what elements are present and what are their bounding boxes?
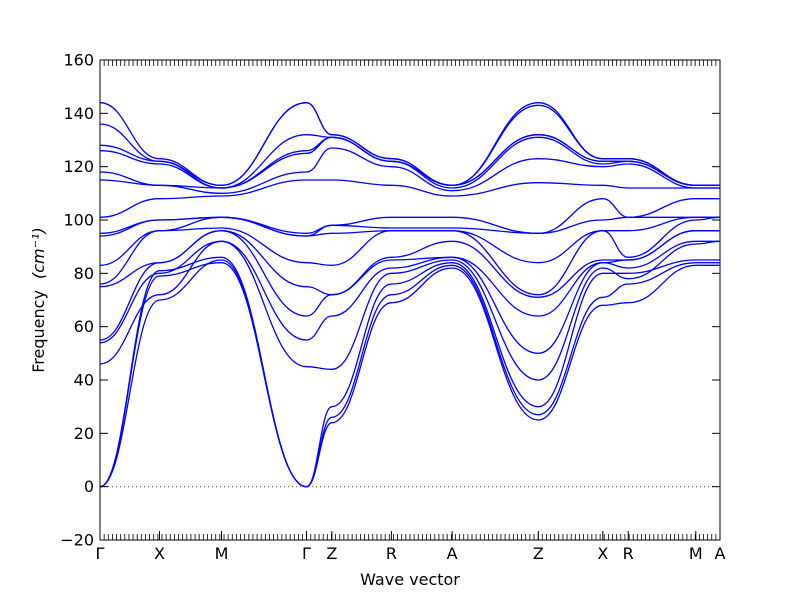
y-tick-label-80: 80 — [74, 264, 94, 283]
band-line-16 — [99, 134, 720, 189]
x-tick-label-7: A — [447, 544, 458, 563]
x-tick-label-5: Z — [326, 544, 337, 563]
y-tick-label-60: 60 — [74, 317, 94, 336]
band-line-11 — [99, 198, 720, 234]
y-tick-label--20: −20 — [60, 531, 94, 550]
y-tick-label-120: 120 — [63, 157, 94, 176]
x-axis-label: Wave vector — [360, 570, 460, 589]
x-tick-label-1: Γ — [96, 544, 105, 563]
x-tick-label-3: M — [215, 544, 229, 563]
y-axis-label-unit: (cm⁻¹) — [29, 227, 48, 279]
band-line-4 — [99, 240, 721, 381]
y-axis-label: Frequency (cm⁻¹) — [29, 227, 48, 372]
y-axis-label-text: Frequency — [29, 290, 48, 373]
plot-frame — [99, 59, 721, 541]
x-tick-label-12: A — [715, 544, 726, 563]
x-tick-label-9: X — [597, 544, 608, 563]
x-tick-label-10: R — [623, 544, 634, 563]
y-tick-label-0: 0 — [84, 477, 94, 496]
y-tick-label-40: 40 — [74, 371, 94, 390]
y-tick-label-100: 100 — [63, 211, 94, 230]
x-tick-label-11: M — [689, 544, 703, 563]
band-line-2 — [99, 259, 720, 488]
band-line-9 — [99, 216, 720, 266]
x-tick-label-6: R — [386, 544, 397, 563]
band-line-13 — [99, 147, 720, 194]
x-tick-label-2: X — [154, 544, 165, 563]
band-line-12 — [99, 179, 720, 218]
x-tick-label-8: Z — [533, 544, 544, 563]
y-tick-label-140: 140 — [63, 104, 94, 123]
y-tick-label-20: 20 — [74, 424, 94, 443]
band-line-18 — [99, 102, 720, 186]
band-line-1 — [99, 262, 720, 488]
x-tick-label-4: Γ — [302, 544, 311, 563]
y-tick-label-160: 160 — [63, 51, 94, 70]
band-line-5 — [99, 240, 720, 354]
band-line-7 — [99, 230, 720, 298]
